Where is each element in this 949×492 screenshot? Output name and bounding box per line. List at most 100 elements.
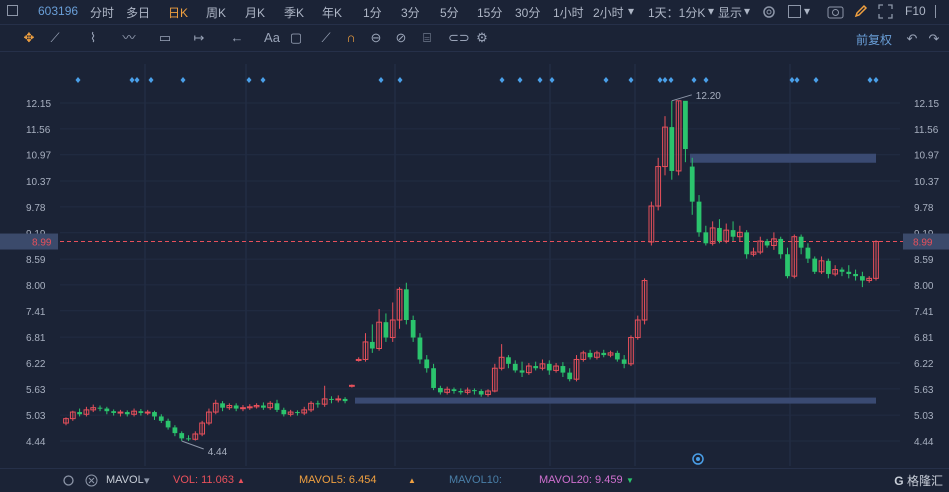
candle-body bbox=[546, 363, 552, 371]
candle-body bbox=[723, 229, 730, 242]
candle-body bbox=[607, 352, 614, 356]
candle-body bbox=[730, 230, 736, 237]
event-marker-icon[interactable] bbox=[657, 77, 663, 83]
period-tab-15min[interactable]: 15分 bbox=[477, 6, 503, 20]
period-tab-daily[interactable]: 日K bbox=[168, 6, 189, 20]
event-marker-icon[interactable] bbox=[628, 77, 634, 83]
candle-body bbox=[628, 337, 634, 365]
pen-tool-icon[interactable]: ⟋ bbox=[321, 30, 331, 45]
event-circle-dot-icon[interactable] bbox=[696, 457, 700, 461]
period-tab-fenshi[interactable]: 分时 bbox=[90, 6, 115, 20]
measure-tool-icon[interactable]: ▭ bbox=[158, 30, 172, 45]
event-marker-icon[interactable] bbox=[691, 77, 697, 83]
event-circle-icon[interactable] bbox=[692, 453, 704, 465]
indicator-settings-icon[interactable] bbox=[62, 474, 75, 487]
candle-body bbox=[253, 404, 260, 408]
period-tab-weekly[interactable]: 周K bbox=[206, 6, 227, 20]
undo-icon[interactable]: ↶ bbox=[906, 31, 918, 46]
event-marker-icon[interactable] bbox=[129, 77, 135, 83]
candle-body bbox=[220, 403, 225, 408]
period-tab-30min[interactable]: 30分 bbox=[515, 6, 541, 20]
event-marker-icon[interactable] bbox=[794, 77, 800, 83]
wave-tool-icon[interactable]: 〰 bbox=[122, 30, 136, 45]
candle-body bbox=[335, 398, 342, 401]
trash-icon[interactable]: ⌸ bbox=[423, 30, 431, 45]
candle-body bbox=[192, 433, 199, 440]
event-marker-icon[interactable] bbox=[813, 77, 819, 83]
candle-body bbox=[648, 205, 655, 243]
price-tick-label-right: 11.56 bbox=[914, 125, 939, 136]
fullscreen-icon[interactable] bbox=[878, 4, 893, 19]
period-tab-quarterly[interactable]: 季K bbox=[284, 6, 305, 20]
event-marker-icon[interactable] bbox=[148, 77, 154, 83]
sidebar-toggle-icon[interactable] bbox=[7, 5, 18, 16]
magnet-tool-icon[interactable]: ∩ bbox=[346, 30, 356, 45]
event-marker-icon[interactable] bbox=[537, 77, 543, 83]
arrow-tool-icon[interactable]: ← bbox=[230, 30, 244, 45]
candle-body bbox=[512, 363, 518, 371]
redo-icon[interactable]: ↷ bbox=[928, 31, 940, 46]
event-marker-icon[interactable] bbox=[668, 77, 674, 83]
kline-chart[interactable]: 12.15 12.15 11.56 11.56 10.97 10.97 10.37 10.37… bbox=[0, 52, 949, 466]
interval-dropdown-arrow[interactable]: ▾ bbox=[708, 4, 715, 18]
indicator-dropdown-arrow[interactable]: ▾ bbox=[144, 475, 150, 487]
period-tab-1min[interactable]: 1分 bbox=[363, 6, 382, 20]
settings-tool-icon[interactable]: ⚙ bbox=[476, 30, 488, 45]
checkbox-dropdown-arrow[interactable]: ▾ bbox=[804, 4, 811, 18]
event-marker-icon[interactable] bbox=[499, 77, 505, 83]
event-marker-icon[interactable] bbox=[662, 77, 668, 83]
display-dropdown-arrow[interactable]: ▾ bbox=[744, 4, 751, 18]
camera-icon[interactable] bbox=[827, 4, 844, 19]
text-tool[interactable]: Aa bbox=[264, 30, 280, 45]
pencil-icon[interactable] bbox=[853, 3, 869, 19]
indicator-name[interactable]: MAVOL bbox=[106, 474, 144, 486]
event-marker-icon[interactable] bbox=[603, 77, 609, 83]
period-tab-yearly[interactable]: 年K bbox=[322, 6, 343, 20]
link-tool-icon[interactable]: ⊂⊃ bbox=[448, 30, 470, 45]
candle-body bbox=[226, 404, 233, 409]
display-dropdown[interactable]: 显示 bbox=[718, 6, 743, 20]
event-marker-icon[interactable] bbox=[134, 77, 140, 83]
checkbox-icon[interactable] bbox=[788, 5, 801, 18]
candle-body bbox=[580, 352, 587, 360]
event-marker-icon[interactable] bbox=[549, 77, 555, 83]
f10-button[interactable]: F10 bbox=[905, 4, 926, 18]
period-tab-2hour[interactable]: 2小时 bbox=[593, 6, 624, 20]
period-tab-monthly[interactable]: 月K bbox=[245, 6, 266, 20]
hide-tool-icon[interactable]: ⊘ bbox=[395, 30, 407, 45]
event-marker-icon[interactable] bbox=[873, 77, 879, 83]
period-dropdown-arrow[interactable]: ▾ bbox=[628, 4, 635, 18]
period-tab-3min[interactable]: 3分 bbox=[401, 6, 420, 20]
candle-body bbox=[389, 319, 396, 339]
event-marker-icon[interactable] bbox=[180, 77, 186, 83]
period-tab-1hour[interactable]: 1小时 bbox=[553, 6, 584, 20]
price-tick-label-right: 8.59 bbox=[914, 255, 934, 266]
event-marker-icon[interactable] bbox=[703, 77, 709, 83]
comment-tool-icon[interactable]: ▢ bbox=[289, 30, 303, 45]
event-marker-icon[interactable] bbox=[867, 77, 873, 83]
event-marker-icon[interactable] bbox=[789, 77, 795, 83]
period-tab-5min[interactable]: 5分 bbox=[440, 6, 459, 20]
restore-adjust-button[interactable]: 前复权 bbox=[856, 33, 893, 47]
range-tool-icon[interactable]: ↦ bbox=[193, 30, 205, 45]
event-marker-icon[interactable] bbox=[397, 77, 403, 83]
interval-dropdown[interactable]: 1天：1分K bbox=[648, 6, 706, 20]
candle-body bbox=[111, 411, 117, 413]
more-divider-icon[interactable] bbox=[935, 5, 936, 18]
price-tick-label-left: 12.15 bbox=[26, 99, 51, 110]
gear-icon[interactable] bbox=[761, 4, 777, 20]
price-tick-label-right: 5.63 bbox=[914, 385, 934, 396]
event-marker-icon[interactable] bbox=[260, 77, 266, 83]
price-tick-label-left: 7.41 bbox=[26, 307, 46, 318]
event-marker-icon[interactable] bbox=[517, 77, 523, 83]
indicator-close-icon[interactable] bbox=[85, 474, 98, 487]
lock-tool-icon[interactable]: ⊖ bbox=[370, 30, 382, 45]
candle-body bbox=[124, 412, 130, 415]
event-marker-icon[interactable] bbox=[378, 77, 384, 83]
line-tool-icon[interactable]: ⟋ bbox=[50, 30, 60, 45]
crosshair-move-icon[interactable]: ✥ bbox=[23, 30, 35, 45]
event-marker-icon[interactable] bbox=[246, 77, 252, 83]
polyline-tool-icon[interactable]: ⌇ bbox=[89, 30, 97, 45]
period-tab-multiday[interactable]: 多日 bbox=[126, 6, 151, 20]
event-marker-icon[interactable] bbox=[75, 77, 81, 83]
